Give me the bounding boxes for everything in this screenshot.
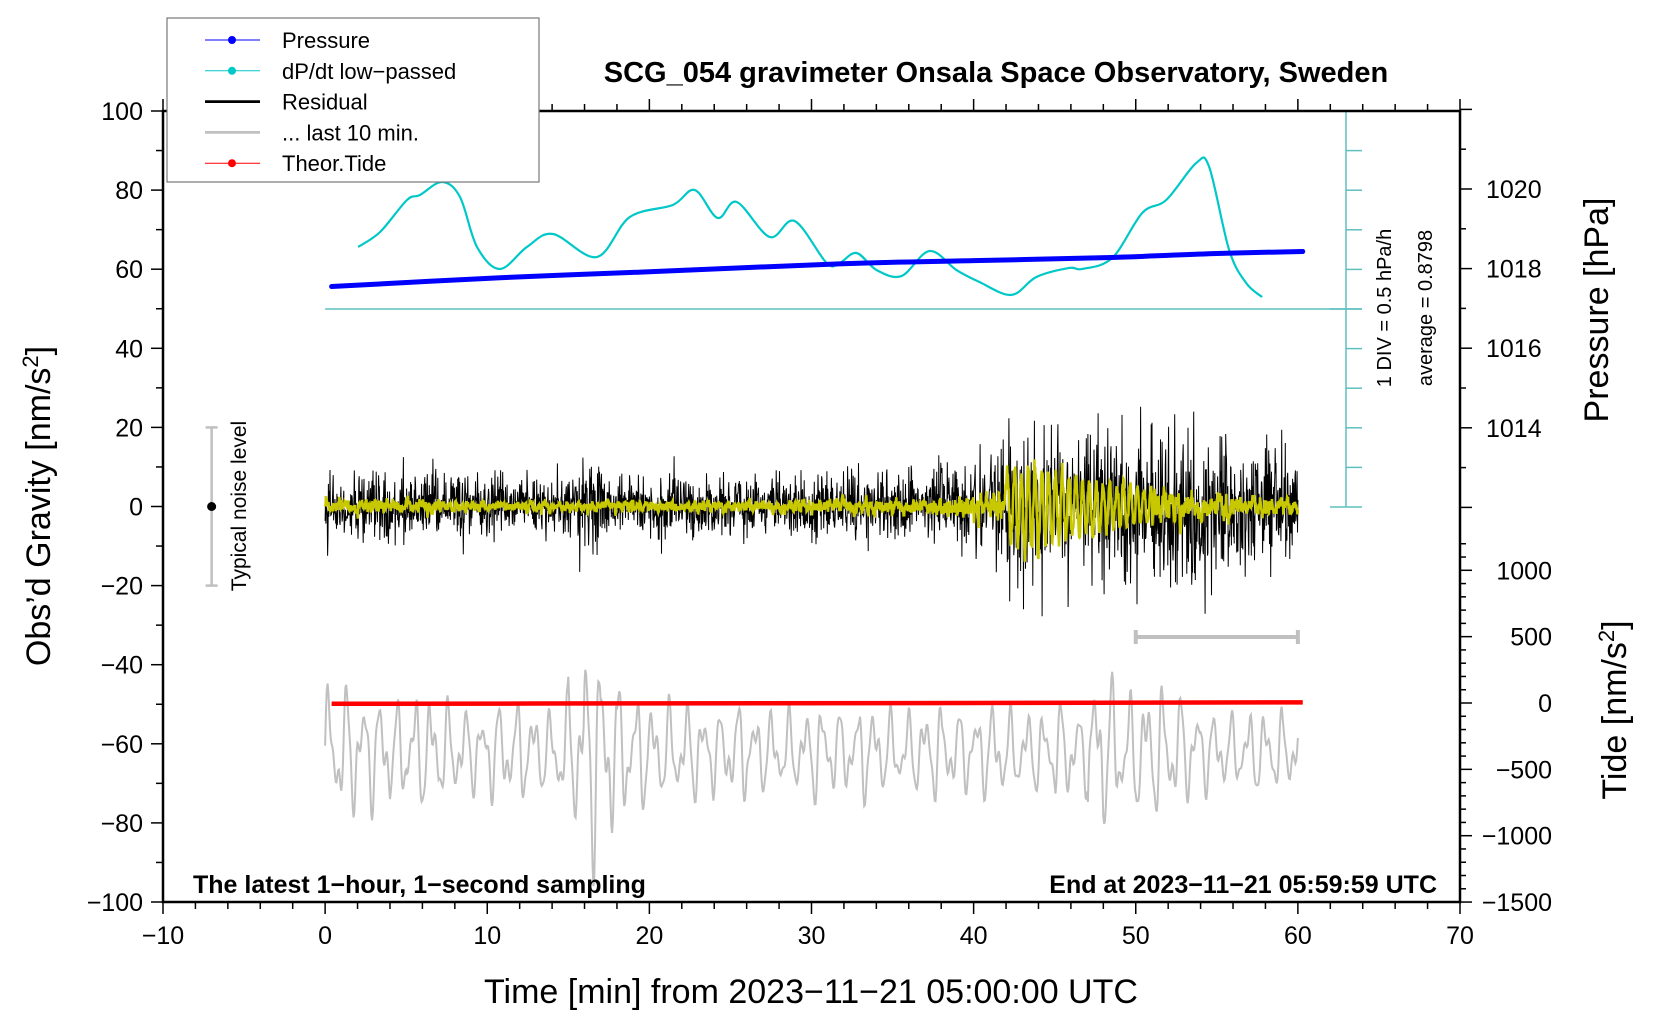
dpdt-average-label: average = 0.8798 (1415, 230, 1437, 386)
tide-tick-label: 500 (1510, 624, 1552, 652)
theoretical-tide-trace (331, 700, 1303, 707)
last-10-min-trace (324, 669, 1299, 887)
y-tick-label: 80 (115, 177, 143, 205)
legend-item: Theor.Tide (205, 151, 386, 176)
legend-label: Residual (282, 90, 368, 115)
tide-tick-label: −500 (1496, 756, 1552, 784)
x-tick-label: −10 (142, 922, 184, 950)
legend-rows: Pressure dP/dt low−passed Residual ... last… (205, 28, 456, 176)
y-tick-label: −100 (87, 889, 143, 917)
x-axis-title: Time [min] from 2023−11−21 05:00:00 UTC (484, 973, 1138, 1011)
legend-swatch-dot (228, 66, 236, 75)
x-tick-label: 60 (1284, 922, 1312, 950)
legend-box (166, 17, 540, 183)
legend-label: Theor.Tide (282, 151, 386, 176)
pressure-tick-label: 1018 (1486, 256, 1542, 284)
tick-layer: −10 0 10 20 30 40 50 60 70100806040200−20−40−60−… (87, 98, 1552, 950)
x-tick-label: 70 (1446, 922, 1474, 950)
x-tick-label: 50 (1122, 922, 1150, 950)
legend-item: Pressure (205, 28, 370, 53)
dpdt-scale-label: 1 DIV = 0.5 hPa/h (1374, 229, 1396, 387)
noise-level-label: Typical noise level (228, 421, 251, 591)
legend-swatch-dot (228, 36, 236, 44)
pressure-tick-label: 1016 (1486, 335, 1542, 363)
legend-item: dP/dt low−passed (205, 59, 456, 84)
legend-swatch-dot (228, 159, 236, 168)
pressure-tick-label: 1014 (1486, 415, 1542, 443)
y-axis-title-gravity: Obs’d Gravity [nm/s2] (18, 346, 58, 666)
y-axis-title-tide: Tide [nm/s2] (1594, 620, 1634, 799)
y-tick-label: 40 (115, 335, 143, 363)
noise-level-dot (207, 502, 217, 511)
tide-tick-label: −1000 (1482, 823, 1552, 851)
tide-tick-label: 1000 (1496, 557, 1552, 585)
tide-tick-label: −1500 (1482, 889, 1552, 917)
legend-label: ... last 10 min. (282, 120, 419, 145)
y-tick-label: 100 (101, 98, 143, 126)
x-tick-label: 40 (960, 922, 988, 950)
series-layer (205, 110, 1362, 887)
end-time-annotation: End at 2023−11−21 05:59:59 UTC (1049, 871, 1437, 899)
legend-item: Residual (205, 90, 368, 115)
y-tick-label: 0 (129, 494, 143, 522)
y-tick-label: −80 (101, 810, 143, 838)
chart-title: SCG_054 gravimeter Onsala Space Observat… (604, 57, 1388, 89)
legend-item: ... last 10 min. (205, 120, 419, 145)
y-axis-title-pressure: Pressure [hPa] (1578, 198, 1616, 423)
x-tick-label: 10 (473, 922, 501, 950)
y-tick-label: −60 (101, 731, 143, 759)
x-tick-label: 0 (318, 922, 332, 950)
pressure-tick-label: 1020 (1486, 176, 1542, 204)
x-tick-label: 30 (798, 922, 826, 950)
y-tick-label: −40 (101, 652, 143, 680)
pressure-trace (329, 248, 1306, 290)
y-tick-label: −20 (101, 573, 143, 601)
x-tick-label: 20 (635, 922, 663, 950)
legend: Pressure dP/dt low−passed Residual ... last… (166, 17, 540, 183)
tide-tick-label: 0 (1538, 690, 1552, 718)
legend-label: Pressure (282, 28, 370, 53)
y-tick-label: 20 (115, 414, 143, 442)
y-tick-label: 60 (115, 256, 143, 284)
filtered-residual-trace (323, 459, 1300, 562)
sampling-annotation: The latest 1−hour, 1−second sampling (193, 871, 646, 899)
legend-label: dP/dt low−passed (282, 59, 456, 84)
